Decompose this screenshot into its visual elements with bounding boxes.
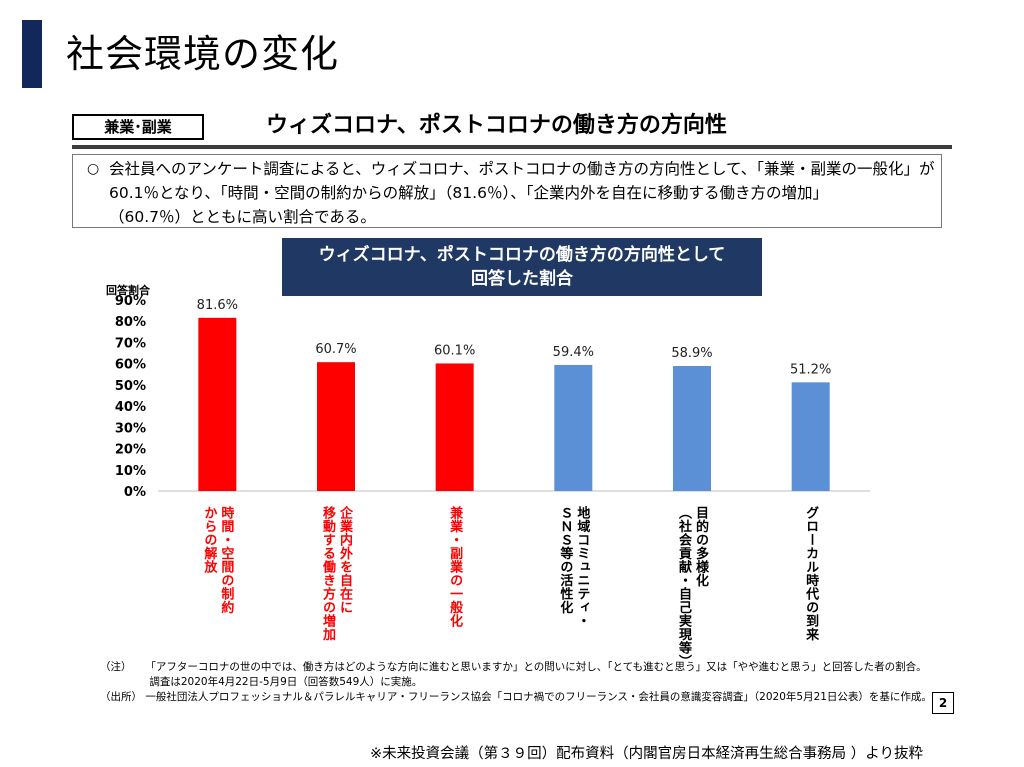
chart-title-line-1: ウィズコロナ、ポストコロナの働き方の方向性として — [318, 245, 726, 265]
chart-title: ウィズコロナ、ポストコロナの働き方の方向性として 回答した割合 — [282, 238, 762, 296]
bar-value-label: 58.9% — [671, 346, 712, 361]
source-row: （出所） 一般社団法人プロフェッショナル＆パラレルキャリア・フリーランス協会「コ… — [100, 690, 932, 705]
bar-chart: 90% 80% 70% 60% 50% 40% 30% 20% 10% 0% 81.6% 時間・空間の… — [115, 294, 870, 660]
y-tick-label: 50% — [115, 379, 146, 394]
y-tick-label: 40% — [115, 400, 146, 415]
y-tick-label: 0% — [124, 485, 146, 500]
x-category-label: からの解放 — [201, 506, 218, 574]
summary-box: ○ 会社員へのアンケート調査によると、ウィズコロナ、ポストコロナの働き方の方向性… — [72, 154, 942, 228]
note-row-1: （注） 「アフターコロナの世の中では、働き方はどのような方向に進むと思いますか」… — [100, 660, 932, 675]
x-category-label: 地域コミュニティ・ — [574, 505, 590, 627]
bar — [673, 366, 711, 491]
x-category-label: 企業内外を自在に — [337, 505, 354, 614]
note-label: （注） — [100, 661, 132, 673]
y-axis-label: 回答割合 — [106, 284, 150, 297]
summary-line-3: （60.7％）とともに高い割合である。 — [109, 208, 376, 226]
bar — [317, 362, 355, 491]
summary-bullet: ○ — [87, 161, 100, 177]
x-category-label: 時間・空間の制約 — [218, 505, 234, 615]
category-tag: 兼業･副業 — [72, 114, 204, 140]
footnotes: （注） 「アフターコロナの世の中では、働き方はどのような方向に進むと思いますか」… — [100, 660, 932, 705]
bar — [791, 382, 830, 491]
summary-line-2: 60.1％となり、「時間・空間の制約からの解放」（81.6％）、「企業内外を自在… — [109, 184, 828, 202]
summary-text: 会社員へのアンケート調査によると、ウィズコロナ、ポストコロナの働き方の方向性とし… — [109, 157, 937, 229]
y-tick-label: 20% — [115, 443, 146, 458]
page-number: 2 — [932, 692, 954, 714]
y-tick-label: 90% — [115, 294, 146, 309]
x-category-label: 兼業・副業の一般化 — [447, 505, 464, 628]
bar — [554, 364, 593, 491]
bar-value-label: 60.7% — [315, 342, 356, 357]
header-rule — [72, 145, 952, 149]
chart-title-line-2: 回答した割合 — [471, 269, 573, 289]
x-category-label: （社会貢献・自己実現等） — [676, 506, 693, 660]
x-category-label: ＳＮＳ等の活性化 — [557, 506, 574, 615]
note-text-2: 調査は2020年4月22日-5月9日（回答数549人）に実施。 — [149, 676, 423, 688]
bar-value-label: 60.1% — [434, 343, 475, 358]
source-label: （出所） — [100, 691, 142, 703]
bar-value-label: 59.4% — [553, 345, 594, 360]
bar-value-label: 51.2% — [790, 362, 831, 377]
source-text: 一般社団法人プロフェッショナル＆パラレルキャリア・フリーランス協会「コロナ禍での… — [145, 691, 932, 703]
bar — [435, 363, 474, 491]
summary-line-1: 会社員へのアンケート調査によると、ウィズコロナ、ポストコロナの働き方の方向性とし… — [109, 160, 935, 178]
x-category-label: 目的の多様化 — [693, 506, 709, 588]
x-category-label: 移動する働き方の増加 — [320, 505, 337, 642]
y-tick-label: 10% — [115, 464, 146, 479]
y-tick-label: 70% — [115, 336, 146, 351]
note-text-1: 「アフターコロナの世の中では、働き方はどのような方向に進むと思いますか」との問い… — [145, 661, 927, 673]
y-tick-label: 80% — [115, 315, 146, 330]
slide-subtitle: ウィズコロナ、ポストコロナの働き方の方向性 — [266, 113, 727, 138]
bar — [198, 317, 237, 491]
y-tick-label: 60% — [115, 358, 146, 373]
footer-source: ※未来投資会議（第３９回）配布資料（内閣官房日本経済再生総合事務局 ）より抜粋 — [370, 746, 923, 762]
title-accent-bar — [22, 20, 42, 88]
note-row-2: 調査は2020年4月22日-5月9日（回答数549人）に実施。 — [100, 675, 932, 690]
page-title: 社会環境の変化 — [66, 32, 340, 76]
y-tick-label: 30% — [115, 421, 146, 436]
x-category-label: グローカル時代の到来 — [803, 505, 820, 642]
bar-value-label: 81.6% — [197, 298, 238, 313]
